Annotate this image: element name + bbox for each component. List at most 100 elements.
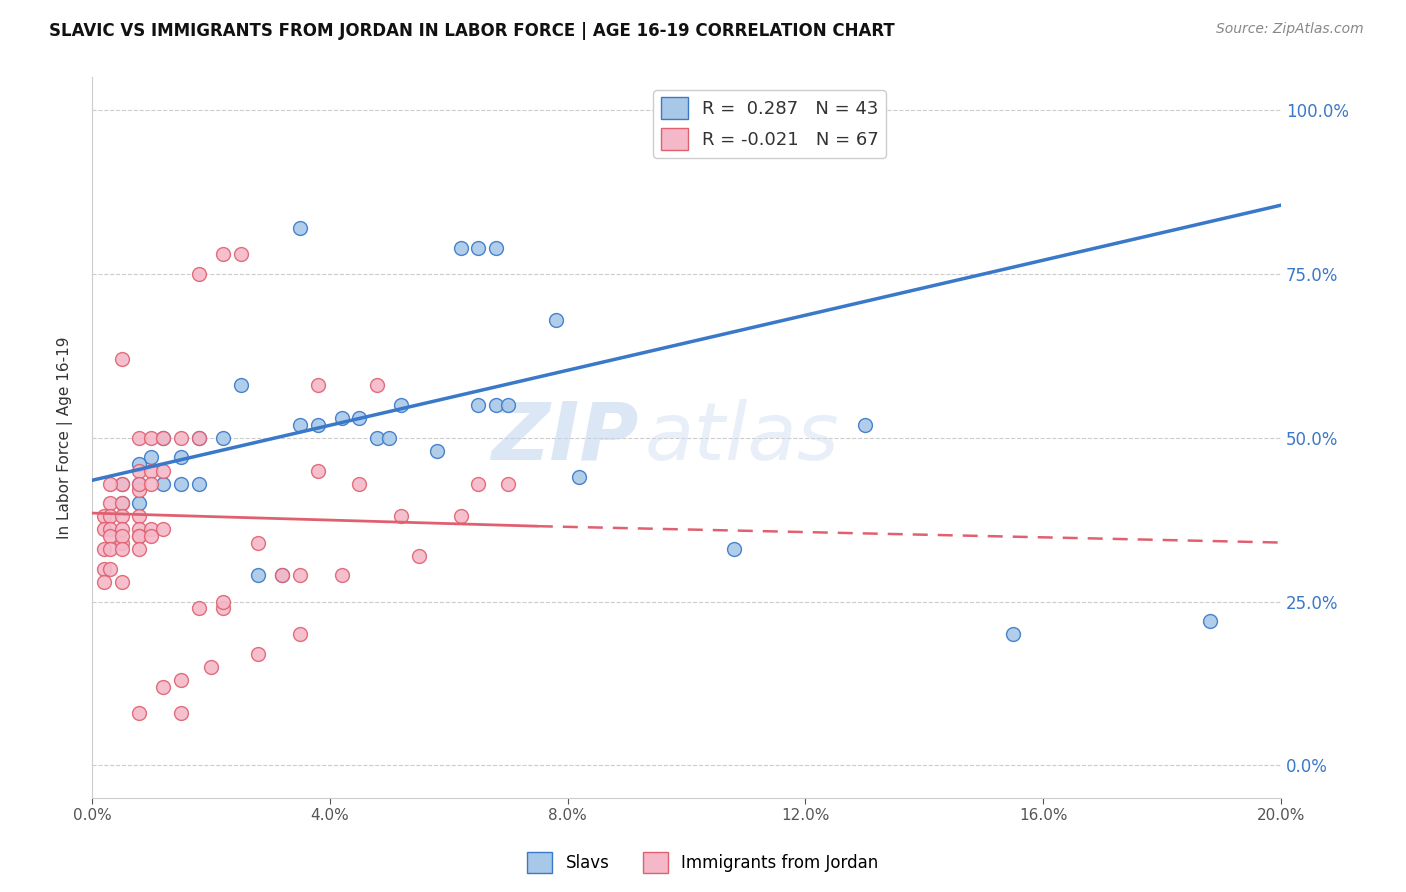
Point xyxy=(288,221,311,235)
Point xyxy=(187,431,209,445)
Point xyxy=(426,443,449,458)
Point xyxy=(467,398,489,412)
Point xyxy=(247,568,270,582)
Point xyxy=(141,523,163,537)
Point xyxy=(349,476,371,491)
Point xyxy=(128,457,150,471)
Point xyxy=(247,647,270,661)
Point xyxy=(187,267,209,281)
Point xyxy=(93,542,115,557)
Point xyxy=(128,542,150,557)
Point xyxy=(98,496,121,510)
Point xyxy=(229,247,252,261)
Point xyxy=(98,529,121,543)
Point xyxy=(141,463,163,477)
Point xyxy=(141,450,163,465)
Point xyxy=(128,523,150,537)
Point xyxy=(152,431,174,445)
Point xyxy=(98,542,121,557)
Point xyxy=(568,470,591,484)
Point xyxy=(141,529,163,543)
Point xyxy=(111,476,134,491)
Point xyxy=(271,568,294,582)
Point xyxy=(128,706,150,720)
Point xyxy=(1198,614,1220,628)
Text: atlas: atlas xyxy=(645,399,839,476)
Text: SLAVIC VS IMMIGRANTS FROM JORDAN IN LABOR FORCE | AGE 16-19 CORRELATION CHART: SLAVIC VS IMMIGRANTS FROM JORDAN IN LABO… xyxy=(49,22,896,40)
Point xyxy=(307,463,329,477)
Point xyxy=(111,496,134,510)
Point xyxy=(211,247,233,261)
Point xyxy=(467,241,489,255)
Point xyxy=(187,601,209,615)
Y-axis label: In Labor Force | Age 16-19: In Labor Force | Age 16-19 xyxy=(58,336,73,539)
Point xyxy=(1002,627,1025,641)
Legend: Slavs, Immigrants from Jordan: Slavs, Immigrants from Jordan xyxy=(520,846,886,880)
Point xyxy=(128,476,150,491)
Point xyxy=(288,627,311,641)
Point xyxy=(330,411,353,425)
Point xyxy=(141,476,163,491)
Point xyxy=(271,568,294,582)
Point xyxy=(141,431,163,445)
Point xyxy=(128,509,150,524)
Point xyxy=(128,463,150,477)
Point xyxy=(211,431,233,445)
Point xyxy=(111,476,134,491)
Point xyxy=(128,496,150,510)
Point xyxy=(152,463,174,477)
Point xyxy=(200,660,222,674)
Point xyxy=(98,523,121,537)
Point xyxy=(152,476,174,491)
Point xyxy=(170,450,193,465)
Point xyxy=(111,535,134,549)
Point xyxy=(152,523,174,537)
Point xyxy=(247,535,270,549)
Point xyxy=(111,523,134,537)
Point xyxy=(93,562,115,576)
Point xyxy=(128,483,150,498)
Point xyxy=(111,542,134,557)
Point xyxy=(389,509,412,524)
Legend: R =  0.287   N = 43, R = -0.021   N = 67: R = 0.287 N = 43, R = -0.021 N = 67 xyxy=(654,90,886,158)
Point xyxy=(152,431,174,445)
Point xyxy=(128,476,150,491)
Point xyxy=(187,431,209,445)
Point xyxy=(170,673,193,687)
Point xyxy=(450,509,472,524)
Point xyxy=(288,417,311,432)
Point xyxy=(98,562,121,576)
Point xyxy=(307,378,329,392)
Point xyxy=(450,241,472,255)
Point xyxy=(187,476,209,491)
Point xyxy=(723,542,745,557)
Point xyxy=(111,509,134,524)
Point xyxy=(170,431,193,445)
Point xyxy=(288,568,311,582)
Point xyxy=(664,103,686,118)
Point xyxy=(93,574,115,589)
Point xyxy=(93,509,115,524)
Point xyxy=(152,680,174,694)
Point xyxy=(170,476,193,491)
Point xyxy=(765,103,787,118)
Point xyxy=(229,378,252,392)
Text: ZIP: ZIP xyxy=(492,399,638,476)
Point xyxy=(128,529,150,543)
Point xyxy=(366,431,388,445)
Point xyxy=(111,529,134,543)
Point xyxy=(111,574,134,589)
Point xyxy=(664,103,686,118)
Point xyxy=(170,706,193,720)
Point xyxy=(485,241,508,255)
Text: Source: ZipAtlas.com: Source: ZipAtlas.com xyxy=(1216,22,1364,37)
Point xyxy=(496,476,519,491)
Point xyxy=(307,417,329,432)
Point xyxy=(467,476,489,491)
Point xyxy=(485,398,508,412)
Point xyxy=(675,103,697,118)
Point xyxy=(389,398,412,412)
Point xyxy=(111,352,134,367)
Point xyxy=(853,417,876,432)
Point xyxy=(211,594,233,608)
